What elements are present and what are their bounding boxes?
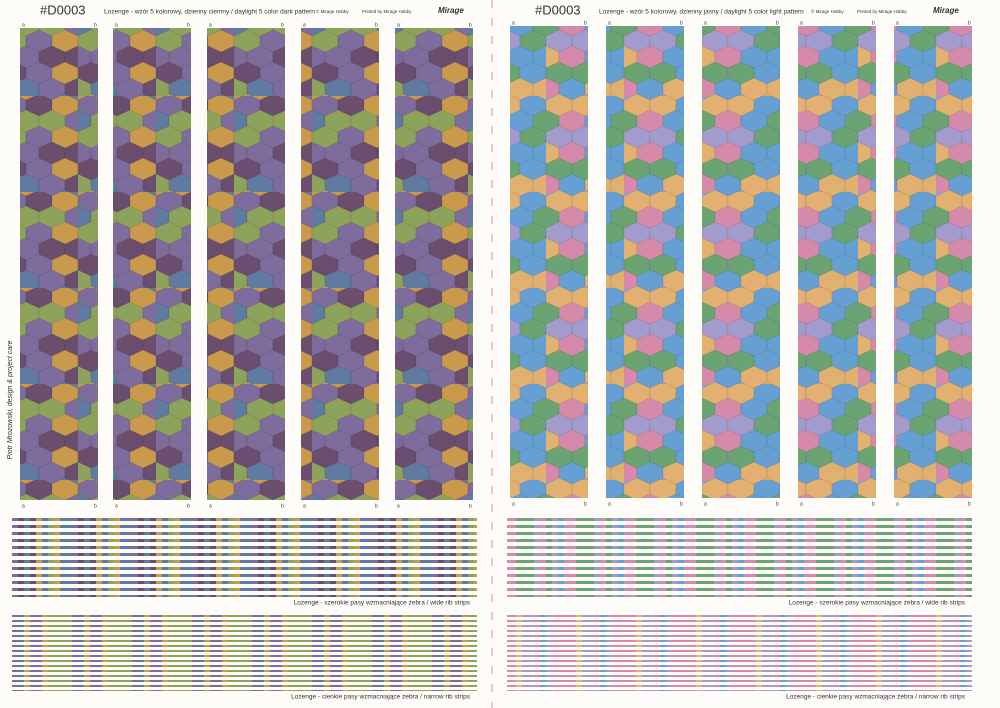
strip-end-label: a [303,22,306,28]
lozenge-strip [207,28,285,500]
strip-end-label: b [375,503,378,509]
strip-end-label: a [704,20,707,26]
narrow-rib-strips [507,613,972,691]
lozenge-strip [301,28,379,500]
strip-end-label: b [680,20,683,26]
lozenge-strip [510,26,588,498]
narrow-strips-label: Lozenge - cienkie pasy wzmacniające żebr… [786,694,966,701]
strip-end-label: b [94,22,97,28]
wide-rib-strips [12,517,477,597]
strip-end-label: a [303,503,306,509]
strip-end-label: b [872,20,875,26]
sheet-code: #D0003 [535,2,581,17]
strip-end-label: b [281,22,284,28]
printer: Printed by Mirage Hobby [362,9,412,14]
lozenge-strip [395,28,473,500]
lozenge-strip [113,28,191,500]
strip-end-label: a [209,503,212,509]
strip-end-label: a [608,501,611,507]
narrow-strips-label: Lozenge - cienkie pasy wzmacniające żebr… [291,694,471,701]
strip-end-label: b [968,20,971,26]
strip-end-label: b [375,22,378,28]
strip-end-label: a [397,22,400,28]
strip-end-label: a [397,503,400,509]
strip-end-label: b [469,22,472,28]
strip-end-label: b [187,22,190,28]
narrow-rib-strips [12,613,477,691]
strip-end-label: b [776,20,779,26]
strip-end-label: a [608,20,611,26]
wide-rib-strips [507,517,972,597]
lozenge-strip [798,26,876,498]
strip-end-label: b [584,501,587,507]
strip-end-label: a [115,22,118,28]
logo: Mirage [438,6,464,15]
strip-end-label: a [512,20,515,26]
strip-end-label: a [115,503,118,509]
strip-end-label: a [704,501,707,507]
strip-end-label: b [872,501,875,507]
lozenge-strip [20,28,98,500]
strip-end-label: b [281,503,284,509]
sheet-code: #D0003 [40,2,86,17]
lozenge-strip [606,26,684,498]
lozenge-strip [894,26,972,498]
strip-end-label: b [187,503,190,509]
strip-end-label: b [776,501,779,507]
strip-end-label: a [512,501,515,507]
logo: Mirage [933,6,959,15]
strip-end-label: a [209,22,212,28]
strip-end-label: a [896,501,899,507]
wide-strips-label: Lozenge - szerokie pasy wzmacniające żeb… [789,600,966,607]
strip-end-label: b [584,20,587,26]
copyright: © Mirage Hobby [811,8,844,14]
designer-credit: Piotr Mrozowski, design & project care [7,340,14,459]
strip-end-label: a [22,22,25,28]
strip-end-label: a [896,20,899,26]
sheet-title: Lozenge - wzór 5 kolorowy, dzienny ciemn… [104,9,315,16]
strip-end-label: b [968,501,971,507]
strip-end-label: b [469,503,472,509]
sheet-title: Lozenge - wzór 5 kolorowy, dzienny jasny… [599,9,804,16]
lozenge-strip [702,26,780,498]
strip-end-label: b [680,501,683,507]
strip-end-label: a [800,501,803,507]
strip-end-label: a [22,503,25,509]
printer: Printed by Mirage Hobby [857,9,907,14]
wide-strips-label: Lozenge - szerokie pasy wzmacniające żeb… [294,600,471,607]
strip-end-label: b [94,503,97,509]
strip-end-label: a [800,20,803,26]
copyright: © Mirage Hobby [316,8,349,14]
